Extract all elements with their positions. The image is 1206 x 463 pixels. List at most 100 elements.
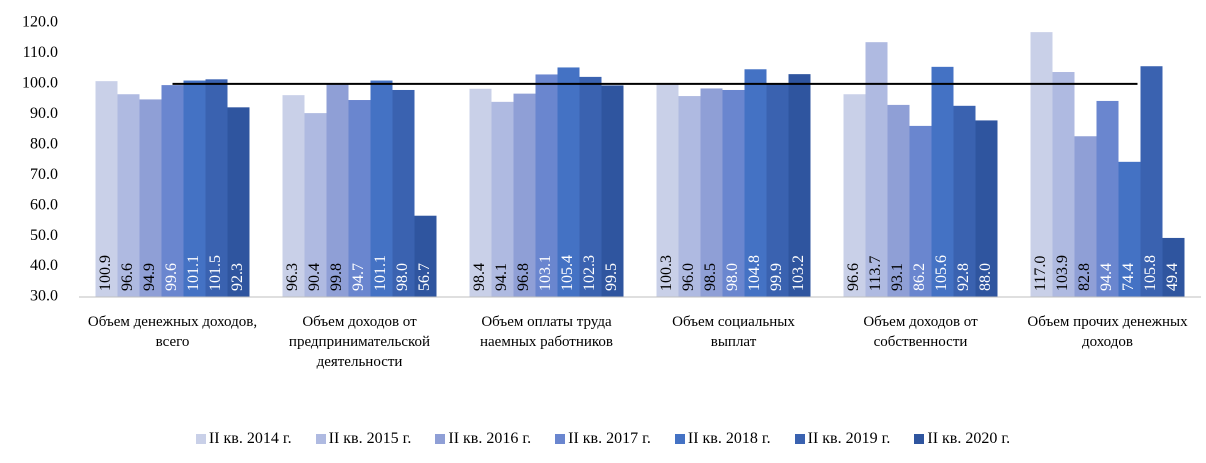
- value-label: 103.1: [537, 255, 554, 291]
- legend-swatch: [555, 434, 566, 444]
- value-label: 98.0: [724, 263, 741, 291]
- value-label: 100.3: [658, 255, 675, 291]
- value-label: 82.8: [1076, 263, 1093, 291]
- value-label: 86.2: [911, 263, 928, 291]
- value-label: 99.5: [603, 263, 620, 291]
- value-label: 103.9: [1054, 255, 1071, 291]
- x-tick-label: Объем прочих денежных доходов: [1027, 314, 1188, 350]
- bar: [282, 95, 305, 297]
- value-label: 105.4: [559, 255, 576, 291]
- y-tick-label: 90.0: [30, 105, 58, 122]
- y-tick-label: 110.0: [23, 44, 58, 61]
- value-label: 49.4: [1164, 263, 1181, 291]
- bar: [491, 101, 514, 298]
- bar: [601, 85, 624, 298]
- y-tick-label: 30.0: [30, 288, 58, 305]
- bar: [513, 93, 536, 298]
- value-label: 93.1: [889, 263, 906, 291]
- value-label: 105.6: [933, 255, 950, 291]
- bar: [887, 104, 910, 297]
- legend-item: II кв. 2019 г.: [794, 430, 891, 448]
- bar: [953, 105, 976, 297]
- legend-item: II кв. 2016 г.: [435, 430, 531, 448]
- value-label: 74.4: [1120, 263, 1137, 291]
- bar: [326, 84, 349, 298]
- bar: [139, 99, 162, 297]
- value-label: 94.9: [141, 263, 158, 291]
- bar: [722, 89, 745, 297]
- legend-item: II кв. 2017 г.: [555, 430, 651, 448]
- value-label: 56.7: [416, 263, 433, 291]
- value-label: 94.4: [1098, 263, 1115, 291]
- value-label: 117.0: [1032, 256, 1049, 291]
- value-label: 98.0: [394, 263, 411, 291]
- legend-swatch: [435, 434, 446, 444]
- x-tick-label: Объем социальных выплат: [672, 314, 795, 350]
- legend-label: II кв. 2014 г.: [208, 430, 292, 447]
- value-label: 96.8: [515, 263, 532, 291]
- legend-swatch: [674, 434, 685, 444]
- value-label: 98.5: [702, 263, 719, 291]
- bar: [161, 85, 184, 298]
- legend-label: II кв. 2017 г.: [568, 430, 651, 447]
- bar: [1030, 32, 1053, 298]
- legend-swatch: [914, 434, 925, 444]
- value-label: 104.8: [746, 255, 763, 291]
- legend-swatch: [315, 434, 326, 444]
- bar: [1162, 237, 1185, 297]
- value-label: 100.9: [97, 255, 114, 291]
- bar: [370, 80, 393, 297]
- y-tick-label: 120.0: [22, 14, 58, 31]
- legend-label: II кв. 2016 г.: [448, 430, 532, 447]
- value-label: 99.9: [768, 263, 785, 291]
- bar: [678, 96, 701, 297]
- legend-item: II кв. 2015 г.: [315, 430, 412, 448]
- legend-item: II кв. 2020 г.: [914, 430, 1010, 448]
- bar: [414, 215, 437, 297]
- value-label: 90.4: [306, 263, 323, 291]
- legend-item: II кв. 2018 г.: [674, 430, 771, 448]
- value-label: 88.0: [977, 263, 994, 291]
- value-label: 96.0: [680, 263, 697, 291]
- legend-label: II кв. 2020 г.: [927, 430, 1011, 447]
- bar: [1096, 100, 1119, 297]
- value-label: 96.6: [119, 263, 136, 291]
- bar: [205, 79, 228, 297]
- legend-label: II кв. 2019 г.: [807, 430, 891, 447]
- bar: [843, 94, 866, 298]
- bar: [183, 80, 206, 297]
- value-label: 105.8: [1142, 255, 1159, 291]
- value-label: 98.4: [471, 263, 488, 291]
- y-tick-label: 60.0: [30, 196, 58, 213]
- y-tick-label: 80.0: [30, 135, 58, 152]
- y-tick-label: 70.0: [30, 166, 58, 183]
- value-label: 99.8: [328, 263, 345, 291]
- value-label: 101.1: [372, 255, 389, 291]
- value-label: 96.6: [845, 263, 862, 291]
- legend-label: II кв. 2015 г.: [328, 430, 412, 447]
- value-label: 103.2: [790, 255, 807, 291]
- x-tick-label: Объем доходов от собственности: [863, 314, 978, 350]
- y-tick-label: 100.0: [22, 75, 58, 92]
- bar: [1118, 161, 1141, 297]
- value-label: 94.1: [493, 263, 510, 291]
- value-label: 92.8: [955, 263, 972, 291]
- bar: [700, 88, 723, 297]
- bar: [1140, 66, 1163, 297]
- value-label: 92.3: [229, 263, 246, 291]
- bar: [117, 94, 140, 298]
- bar: [348, 100, 371, 297]
- bar: [744, 69, 767, 297]
- x-tick-label: Объем оплаты труда наемных работников: [479, 314, 613, 350]
- legend-item: II кв. 2014 г.: [195, 430, 292, 448]
- bar: [656, 82, 679, 297]
- bar: [304, 113, 327, 297]
- bar: [579, 76, 602, 298]
- bar: [766, 84, 789, 298]
- bar: [909, 125, 932, 297]
- value-label: 101.1: [185, 255, 202, 291]
- legend: II кв. 2014 г. II кв. 2015 г. II кв. 2016 …: [0, 430, 1206, 448]
- y-tick-label: 50.0: [30, 227, 58, 244]
